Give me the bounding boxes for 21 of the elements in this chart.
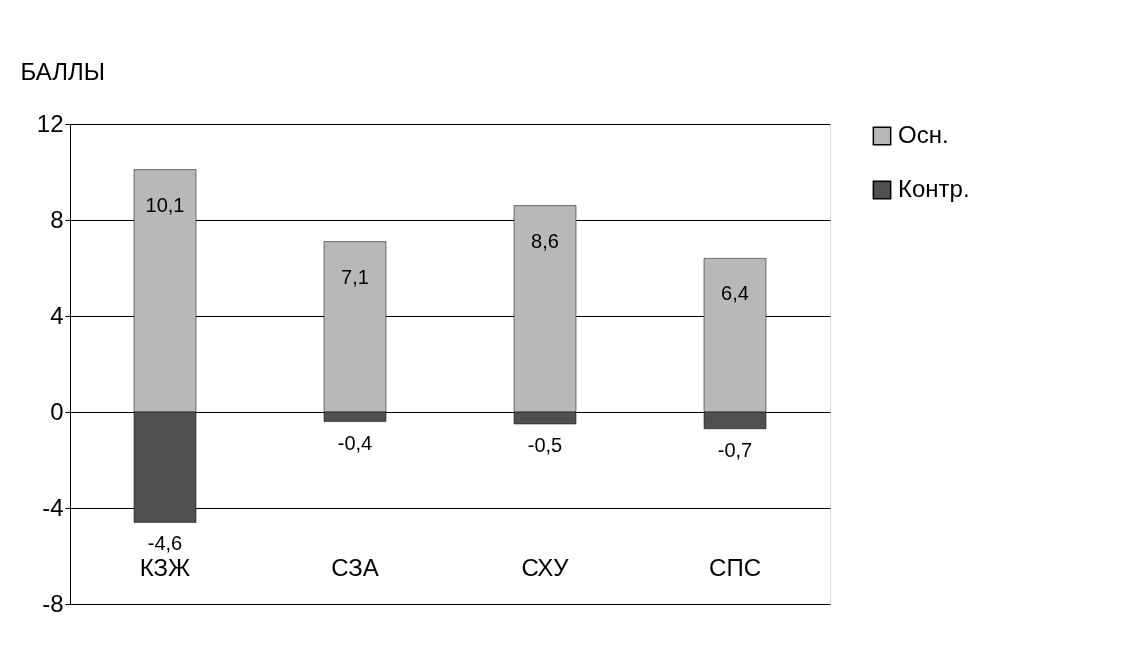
data-label: -0,4: [337, 431, 373, 454]
y-tick-label: 0: [50, 397, 64, 425]
data-label: 7,1: [341, 265, 369, 288]
data-label: 10,1: [145, 193, 185, 216]
data-label: -0,5: [527, 434, 563, 456]
data-label: -0,7: [717, 438, 753, 461]
y-axis-title: БАЛЛЫ: [20, 57, 106, 85]
y-tick-label: -4: [42, 493, 64, 521]
data-label: 6,4: [721, 282, 749, 305]
data-label: 8,6: [531, 229, 559, 252]
legend-label: Осн.: [898, 121, 949, 148]
x-tick-label: СХУ: [521, 553, 570, 581]
y-tick-label: -8: [42, 589, 64, 617]
y-tick-label: 4: [50, 301, 64, 329]
x-tick-label: СПС: [709, 553, 761, 581]
data-label: -4,6: [147, 532, 183, 555]
x-tick-label: СЗА: [331, 553, 379, 581]
x-tick-label: КЗЖ: [139, 553, 191, 581]
y-tick-label: 8: [50, 205, 64, 233]
y-tick-label: 12: [36, 109, 64, 137]
legend-label: Контр.: [898, 175, 970, 202]
